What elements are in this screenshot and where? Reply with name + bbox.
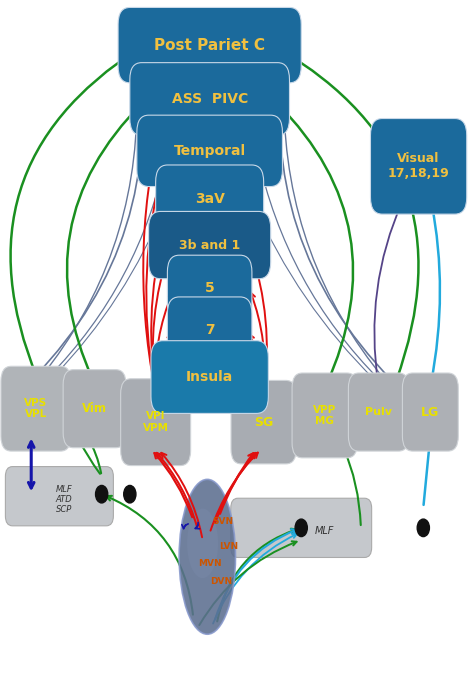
Circle shape <box>295 519 307 537</box>
Ellipse shape <box>187 508 218 578</box>
FancyBboxPatch shape <box>371 118 467 214</box>
Text: VPI
VPM: VPI VPM <box>143 412 169 433</box>
Text: Visual
17,18,19: Visual 17,18,19 <box>388 152 449 180</box>
FancyBboxPatch shape <box>167 256 252 321</box>
FancyBboxPatch shape <box>292 373 357 458</box>
Text: VPP
MG: VPP MG <box>313 405 337 427</box>
FancyBboxPatch shape <box>118 7 301 83</box>
Text: Vim: Vim <box>82 402 107 415</box>
Text: 3aV: 3aV <box>195 192 225 206</box>
Text: SVN: SVN <box>212 516 233 526</box>
FancyBboxPatch shape <box>231 381 296 464</box>
Text: MVN: MVN <box>198 559 221 568</box>
Text: MLF
ATD
SCP: MLF ATD SCP <box>56 485 73 514</box>
FancyBboxPatch shape <box>151 341 268 414</box>
FancyBboxPatch shape <box>5 466 113 526</box>
Text: LG: LG <box>421 406 439 418</box>
Circle shape <box>417 519 429 537</box>
Text: 5: 5 <box>205 281 215 295</box>
FancyBboxPatch shape <box>149 212 271 279</box>
FancyBboxPatch shape <box>348 373 409 451</box>
Circle shape <box>96 485 108 503</box>
Circle shape <box>124 485 136 503</box>
FancyBboxPatch shape <box>1 366 71 451</box>
FancyBboxPatch shape <box>130 63 290 135</box>
Text: Insula: Insula <box>186 370 233 384</box>
Text: LVN: LVN <box>219 542 238 551</box>
Text: ASS  PIVC: ASS PIVC <box>172 92 248 106</box>
FancyBboxPatch shape <box>402 373 458 451</box>
FancyBboxPatch shape <box>121 379 191 466</box>
Text: 3b and 1: 3b and 1 <box>179 239 240 251</box>
Text: 7: 7 <box>205 323 214 337</box>
Text: Temporal: Temporal <box>173 144 246 158</box>
FancyBboxPatch shape <box>231 498 372 558</box>
Text: VPS
VPL: VPS VPL <box>24 398 47 420</box>
FancyBboxPatch shape <box>63 370 126 448</box>
Text: MLF: MLF <box>315 526 334 536</box>
Text: SG: SG <box>254 416 273 429</box>
Ellipse shape <box>179 479 236 634</box>
Text: Pulv: Pulv <box>365 407 392 417</box>
FancyBboxPatch shape <box>155 165 264 234</box>
Text: Post Pariet C: Post Pariet C <box>154 38 265 53</box>
Text: DVN: DVN <box>210 577 232 586</box>
FancyBboxPatch shape <box>167 297 252 363</box>
FancyBboxPatch shape <box>137 115 283 187</box>
